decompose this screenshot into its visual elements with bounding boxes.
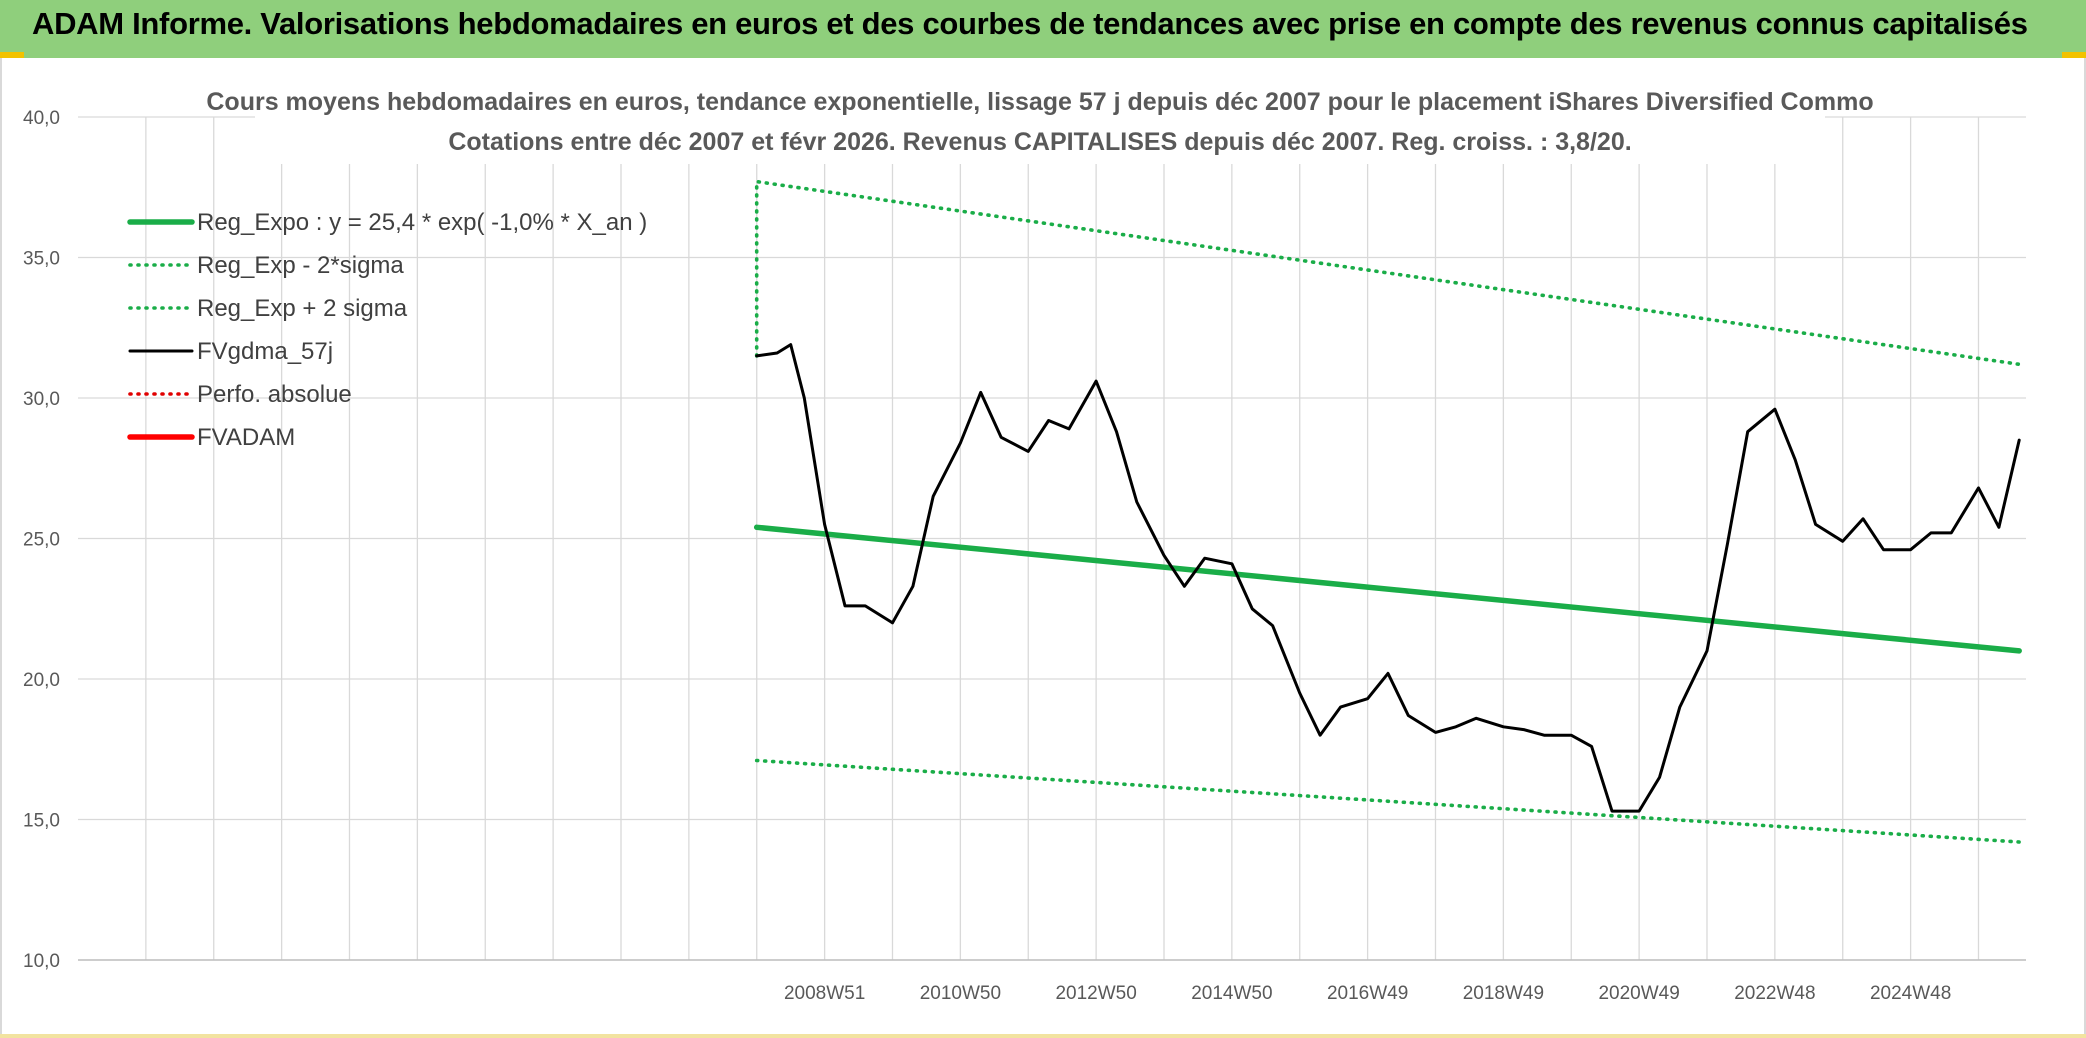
report-banner: ADAM Informe. Valorisations hebdomadaire… [0, 0, 2086, 58]
grid [78, 116, 2026, 961]
legend-label: FVADAM [197, 424, 295, 451]
y-tick-label: 20,0 [23, 670, 60, 691]
legend-label: Perfo. absolue [197, 381, 352, 408]
x-tick-label: 2020W49 [1598, 983, 1679, 1004]
y-tick-label: 35,0 [23, 249, 60, 270]
x-tick-label: 2008W51 [784, 983, 865, 1004]
chart-title: Cours moyens hebdomadaires en euros, ten… [206, 88, 1873, 116]
reg-exp-minus-2sigma-line [754, 758, 2021, 844]
chart-title-block: Cours moyens hebdomadaires en euros, ten… [206, 82, 1874, 164]
banner-corner-left [0, 52, 24, 58]
y-tick-label: 10,0 [23, 951, 60, 972]
x-tick-label: 2014W50 [1191, 983, 1272, 1004]
title-background [255, 82, 1825, 164]
legend: Reg_Expo : y = 25,4 * exp( -1,0% * X_an … [127, 209, 647, 451]
legend-label: Reg_Expo : y = 25,4 * exp( -1,0% * X_an … [197, 209, 647, 236]
x-tick-label: 2016W49 [1327, 983, 1408, 1004]
x-tick-label: 2010W50 [920, 983, 1001, 1004]
y-tick-label: 25,0 [23, 530, 60, 551]
y-tick-label: 15,0 [23, 811, 60, 832]
legend-label: FVgdma_57j [197, 338, 333, 365]
y-tick-label: 30,0 [23, 389, 60, 410]
chart-subtitle: Cotations entre déc 2007 et févr 2026. R… [448, 128, 1631, 156]
legend-label: Reg_Exp - 2*sigma [197, 252, 404, 279]
x-tick-label: 2022W48 [1734, 983, 1815, 1004]
chart-frame [0, 58, 2086, 1038]
banner-corner-right [2062, 52, 2086, 58]
y-tick-label: 40,0 [23, 108, 60, 129]
reg-exp-plus-2sigma-line [754, 179, 2021, 367]
x-tick-label: 2012W50 [1055, 983, 1136, 1004]
reg-expo-line [753, 524, 2022, 654]
fvgdma-57j-line [755, 343, 2021, 813]
axes: 10,0 15,0 20,0 25,0 30,0 35,0 40,0 2008W51 2010W… [23, 108, 2026, 1004]
bottom-strip [0, 1034, 2086, 1038]
series [753, 179, 2022, 844]
report-title: ADAM Informe. Valorisations hebdomadaire… [32, 6, 2028, 41]
x-tick-label: 2024W48 [1870, 983, 1951, 1004]
legend-label: Reg_Exp + 2 sigma [197, 295, 408, 322]
x-tick-label: 2018W49 [1463, 983, 1544, 1004]
